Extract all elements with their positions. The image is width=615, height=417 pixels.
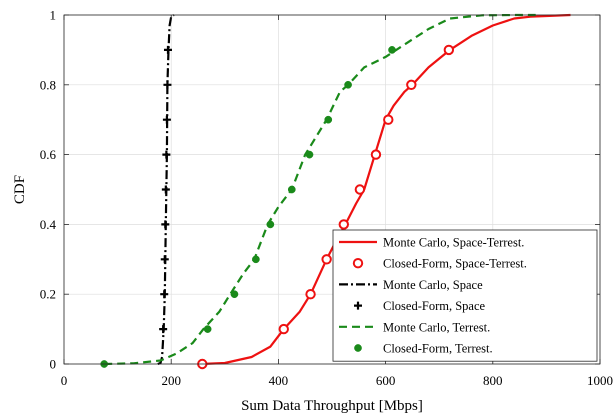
series-5-point: [266, 220, 275, 229]
series-3-point: [162, 150, 171, 159]
y-axis-label: CDF: [12, 175, 28, 204]
legend-label: Closed-Form, Terrest.: [383, 342, 493, 356]
series-5-point: [305, 150, 314, 159]
legend-label: Monte Carlo, Space: [383, 278, 483, 292]
x-axis-label: Sum Data Throughput [Mbps]: [241, 398, 423, 414]
legend-box: [332, 229, 598, 362]
legend-label: Closed-Form, Space-Terrest.: [383, 257, 527, 271]
series-5-point: [252, 255, 260, 264]
tick-labels: 0 200 400 600 800 1000 0 0.2 0.4 0.6 0.8 1: [40, 8, 613, 389]
y-tick-label: 0.8: [40, 77, 56, 92]
legend-label: Monte Carlo, Space-Terrest.: [383, 236, 524, 250]
legend-symbol: [354, 344, 362, 352]
x-tick-label: 0: [61, 373, 68, 388]
series-3-point: [163, 80, 172, 89]
y-tick-label: 0.6: [40, 147, 57, 162]
x-tick-label: 200: [161, 373, 181, 388]
series-1-point: [406, 79, 417, 91]
plot-frame: [63, 14, 601, 365]
x-tick-label: 600: [376, 373, 396, 388]
series-1-point: [370, 149, 382, 160]
legend: Monte Carlo, Space-Terrest. Closed-Form, …: [332, 229, 598, 362]
series-3-point: [159, 325, 168, 334]
series-1-point: [321, 254, 332, 265]
legend-symbol: [352, 258, 364, 269]
series-layer: [100, 13, 571, 370]
series-3-point: [161, 220, 170, 229]
y-tick-label: 0: [50, 357, 57, 372]
x-tick-label: 400: [269, 373, 289, 388]
series-3-point: [160, 255, 169, 264]
legend-label: Closed-Form, Space: [383, 299, 486, 313]
y-tick-label: 1: [50, 8, 57, 23]
grid: [63, 14, 601, 365]
series-5-point: [230, 290, 239, 299]
series-5-point: [324, 115, 333, 124]
y-tick-label: 0.2: [40, 287, 56, 302]
series-1-point: [383, 114, 394, 125]
series-1-point: [278, 323, 289, 335]
series-1-point: [443, 44, 455, 56]
series-3-point: [162, 115, 171, 124]
x-tick-label: 800: [483, 373, 503, 388]
series-5-point: [344, 80, 352, 89]
series-5-point: [287, 185, 296, 194]
series-5-point: [388, 46, 396, 54]
series-5-point: [203, 325, 212, 333]
y-tick-label: 0.4: [40, 217, 57, 232]
series-3-point: [160, 290, 169, 299]
series-3-point: [161, 185, 170, 194]
legend-label: Monte Carlo, Terrest.: [383, 320, 490, 334]
series-1-point: [354, 184, 366, 195]
x-tick-label: 1000: [587, 373, 613, 388]
legend-symbol: [354, 301, 362, 310]
series-3-point: [163, 45, 172, 54]
series-line-4: [104, 13, 536, 366]
series-1-point: [338, 219, 349, 230]
series-1-point: [305, 289, 316, 300]
